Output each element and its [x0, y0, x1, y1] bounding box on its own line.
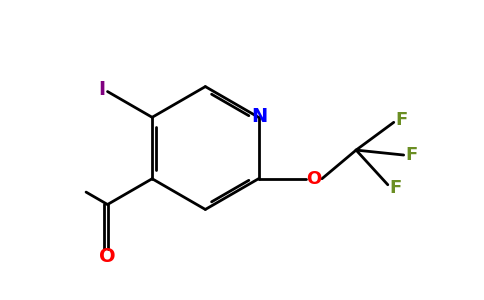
Text: F: F [390, 179, 402, 197]
Text: O: O [306, 170, 322, 188]
Text: O: O [99, 248, 116, 266]
Text: I: I [98, 80, 105, 99]
Text: N: N [251, 107, 268, 126]
Text: F: F [395, 111, 408, 129]
Text: F: F [406, 146, 418, 164]
